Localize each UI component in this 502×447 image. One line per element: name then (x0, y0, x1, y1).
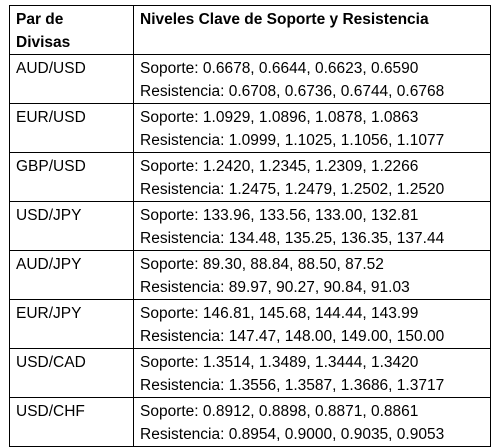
levels-cell: Soporte: 146.81, 145.68, 144.44, 143.99 … (133, 299, 491, 349)
currency-pair-cell: GBP/USD (9, 152, 134, 202)
resistance-levels: Resistencia: 0.8954, 0.9000, 0.9035, 0.9… (140, 426, 445, 443)
currency-pair-cell: EUR/USD (9, 103, 134, 153)
table-header-row: Par de Divisas Niveles Clave de Soporte … (9, 5, 491, 55)
table-row: EUR/JPY Soporte: 146.81, 145.68, 144.44,… (9, 299, 491, 349)
currency-pair-cell: AUD/USD (9, 54, 134, 104)
header-pair-line-1: Par de (16, 11, 64, 28)
resistance-levels: Resistencia: 1.2475, 1.2479, 1.2502, 1.2… (140, 181, 445, 198)
currency-pair-cell: USD/JPY (9, 201, 134, 251)
support-levels: Soporte: 1.3514, 1.3489, 1.3444, 1.3420 (140, 354, 419, 371)
support-levels: Soporte: 1.2420, 1.2345, 1.2309, 1.2266 (140, 158, 419, 175)
table-row: GBP/USD Soporte: 1.2420, 1.2345, 1.2309,… (9, 152, 491, 202)
table-row: USD/CAD Soporte: 1.3514, 1.3489, 1.3444,… (9, 348, 491, 398)
table-row: USD/CHF Soporte: 0.8912, 0.8898, 0.8871,… (9, 397, 491, 447)
table-row: AUD/JPY Soporte: 89.30, 88.84, 88.50, 87… (9, 250, 491, 300)
currency-pair-cell: USD/CHF (9, 397, 134, 447)
resistance-levels: Resistencia: 89.97, 90.27, 90.84, 91.03 (140, 279, 410, 296)
header-key-levels: Niveles Clave de Soporte y Resistencia (133, 5, 491, 55)
support-levels: Soporte: 0.8912, 0.8898, 0.8871, 0.8861 (140, 403, 419, 420)
support-levels: Soporte: 89.30, 88.84, 88.50, 87.52 (140, 256, 384, 273)
levels-cell: Soporte: 0.8912, 0.8898, 0.8871, 0.8861 … (133, 397, 491, 447)
support-resistance-table: Par de Divisas Niveles Clave de Soporte … (9, 5, 491, 447)
table-row: EUR/USD Soporte: 1.0929, 1.0896, 1.0878,… (9, 103, 491, 153)
resistance-levels: Resistencia: 147.47, 148.00, 149.00, 150… (140, 328, 445, 345)
header-pair-line-2: Divisas (16, 34, 71, 51)
resistance-levels: Resistencia: 0.6708, 0.6736, 0.6744, 0.6… (140, 83, 445, 100)
levels-cell: Soporte: 1.0929, 1.0896, 1.0878, 1.0863 … (133, 103, 491, 153)
levels-cell: Soporte: 133.96, 133.56, 133.00, 132.81 … (133, 201, 491, 251)
support-levels: Soporte: 133.96, 133.56, 133.00, 132.81 (140, 207, 419, 224)
resistance-levels: Resistencia: 1.0999, 1.1025, 1.1056, 1.1… (140, 132, 445, 149)
resistance-levels: Resistencia: 134.48, 135.25, 136.35, 137… (140, 230, 445, 247)
levels-cell: Soporte: 1.2420, 1.2345, 1.2309, 1.2266 … (133, 152, 491, 202)
resistance-levels: Resistencia: 1.3556, 1.3587, 1.3686, 1.3… (140, 377, 445, 394)
levels-cell: Soporte: 0.6678, 0.6644, 0.6623, 0.6590 … (133, 54, 491, 104)
header-currency-pair: Par de Divisas (9, 5, 134, 55)
table-row: USD/JPY Soporte: 133.96, 133.56, 133.00,… (9, 201, 491, 251)
levels-cell: Soporte: 1.3514, 1.3489, 1.3444, 1.3420 … (133, 348, 491, 398)
currency-pair-cell: USD/CAD (9, 348, 134, 398)
levels-cell: Soporte: 89.30, 88.84, 88.50, 87.52 Resi… (133, 250, 491, 300)
support-levels: Soporte: 0.6678, 0.6644, 0.6623, 0.6590 (140, 60, 419, 77)
currency-pair-cell: AUD/JPY (9, 250, 134, 300)
support-levels: Soporte: 146.81, 145.68, 144.44, 143.99 (140, 305, 419, 322)
currency-pair-cell: EUR/JPY (9, 299, 134, 349)
table-row: AUD/USD Soporte: 0.6678, 0.6644, 0.6623,… (9, 54, 491, 104)
support-levels: Soporte: 1.0929, 1.0896, 1.0878, 1.0863 (140, 109, 419, 126)
